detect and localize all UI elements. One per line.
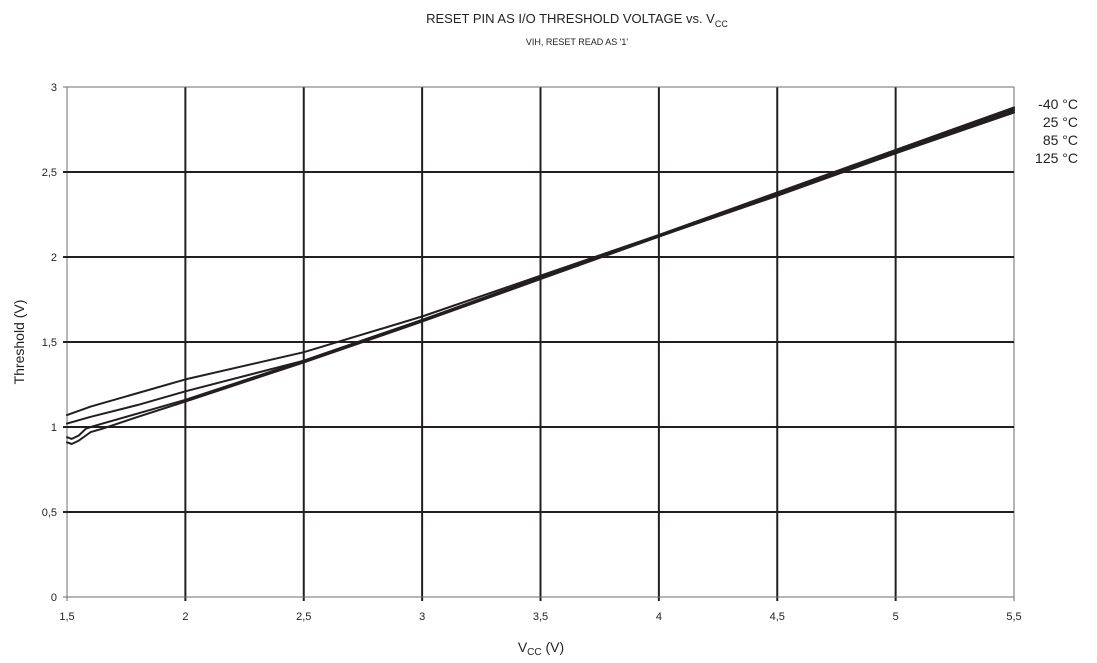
y-axis-ticks: 0 0,5 1 1,5 2 2,5 3 — [42, 82, 57, 604]
y-tick-label: 1 — [51, 422, 57, 434]
series-line — [66, 109, 1015, 440]
legend-entry: 85 °C — [1043, 132, 1078, 148]
x-axis-ticks: 1,5 2 2,5 3 3,5 4 4,5 5 5,5 — [59, 611, 1021, 623]
y-tick-label: 2,5 — [42, 167, 57, 179]
y-tick-label: 0,5 — [42, 507, 57, 519]
x-tick-label: 4 — [656, 611, 662, 623]
y-tick-label: 0 — [51, 592, 57, 604]
y-tick-label: 2 — [51, 252, 57, 264]
legend-entry: 25 °C — [1043, 114, 1078, 130]
x-tick-label: 1,5 — [59, 611, 74, 623]
y-tick-label: 3 — [51, 82, 57, 94]
y-axis-label: Threshold (V) — [11, 300, 27, 385]
x-tick-label: 2,5 — [296, 611, 311, 623]
x-tick-label: 3,5 — [533, 611, 548, 623]
x-tick-label: 4,5 — [770, 611, 785, 623]
legend-entry: -40 °C — [1038, 96, 1078, 112]
legend-entry: 125 °C — [1035, 150, 1078, 166]
chart-title: RESET PIN AS I/O THRESHOLD VOLTAGE vs. V… — [426, 11, 728, 29]
series-line — [66, 106, 1015, 417]
chart-subtitle: VIH, RESET READ AS '1' — [526, 37, 629, 47]
x-tick-label: 5,5 — [1006, 611, 1021, 623]
gridlines — [63, 86, 1015, 601]
series-line — [66, 111, 1015, 445]
x-axis-label: VCC (V) — [518, 639, 564, 658]
series-lines — [66, 106, 1015, 445]
x-tick-label: 2 — [182, 611, 188, 623]
x-tick-label: 3 — [419, 611, 425, 623]
y-tick-label: 1,5 — [42, 337, 57, 349]
x-tick-label: 5 — [893, 611, 899, 623]
legend: -40 °C 25 °C 85 °C 125 °C — [1035, 96, 1078, 166]
